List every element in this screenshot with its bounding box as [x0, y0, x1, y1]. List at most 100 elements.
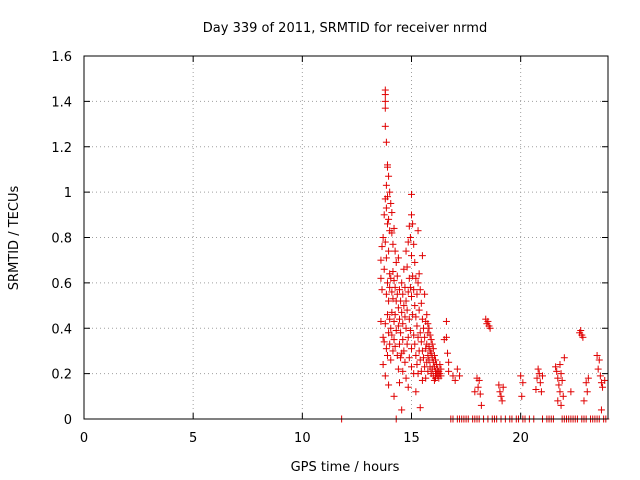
data-point	[393, 272, 401, 280]
data-point	[404, 383, 412, 391]
data-point	[392, 327, 400, 335]
x-tick-label: 0	[80, 431, 88, 446]
data-point	[495, 381, 503, 389]
data-point	[584, 374, 592, 382]
data-point	[380, 211, 388, 219]
data-point	[401, 358, 409, 366]
data-point	[593, 351, 601, 359]
data-point	[423, 311, 431, 319]
data-point	[557, 370, 565, 378]
data-point	[577, 327, 585, 335]
chart-title: Day 339 of 2011, SRMTID for receiver nrm…	[203, 21, 487, 36]
data-point	[404, 333, 412, 341]
data-point	[402, 297, 410, 305]
data-point	[477, 401, 485, 409]
data-point	[408, 292, 415, 300]
plot-frame	[83, 55, 609, 420]
data-point	[399, 290, 407, 298]
grid	[84, 56, 608, 419]
data-point	[385, 297, 393, 305]
data-point	[410, 331, 418, 339]
data-point	[395, 379, 403, 387]
data-point	[403, 306, 411, 314]
y-tick-label: 0.8	[51, 232, 72, 247]
data-point	[599, 383, 607, 391]
data-point	[381, 91, 389, 99]
data-point	[413, 322, 421, 330]
data-point	[394, 254, 402, 262]
data-point	[399, 320, 407, 328]
data-point	[390, 224, 398, 232]
y-tick-label: 1.6	[51, 50, 72, 65]
data-point	[456, 372, 464, 380]
data-point	[559, 392, 567, 400]
data-point	[445, 358, 453, 366]
data-point	[532, 386, 540, 394]
data-point	[425, 324, 433, 332]
data-point	[476, 390, 484, 398]
data-point	[429, 345, 437, 353]
data-point	[582, 379, 590, 387]
data-point	[421, 333, 429, 341]
data-point	[411, 340, 419, 348]
data-point	[411, 302, 419, 310]
data-point	[414, 333, 422, 341]
data-point	[399, 336, 407, 344]
y-tick-label: 0	[64, 413, 72, 428]
data-point	[404, 288, 412, 296]
data-point	[388, 288, 396, 296]
data-point	[408, 190, 415, 198]
data-point	[400, 302, 408, 310]
data-point	[474, 383, 482, 391]
data-point	[382, 181, 390, 189]
data-point	[406, 234, 414, 241]
data-point	[555, 381, 563, 389]
data-point	[390, 277, 398, 285]
data-point	[381, 97, 389, 105]
data-point	[553, 367, 561, 375]
data-point	[410, 286, 418, 294]
data-point	[383, 311, 391, 319]
data-point	[475, 376, 483, 384]
data-point	[383, 279, 391, 287]
data-point	[389, 268, 397, 276]
data-point	[382, 345, 390, 353]
data-point	[402, 324, 410, 332]
data-point	[380, 338, 388, 346]
data-point	[381, 320, 389, 328]
y-tick-label: 0.2	[51, 368, 72, 383]
data-point	[391, 283, 399, 291]
y-tick-label: 1.4	[51, 95, 72, 110]
data-point	[394, 365, 402, 373]
data-point	[517, 372, 525, 380]
data-point	[601, 376, 609, 384]
data-point	[385, 247, 393, 255]
data-point	[533, 374, 541, 382]
data-point	[583, 388, 591, 396]
data-point	[417, 338, 425, 346]
data-point	[437, 372, 445, 380]
data-point	[415, 270, 423, 278]
data-point	[499, 383, 507, 391]
data-point	[519, 379, 527, 387]
data-point	[442, 333, 450, 341]
data-point	[377, 317, 385, 325]
data-point	[496, 388, 504, 396]
data-point	[395, 340, 403, 348]
data-point	[385, 381, 393, 389]
data-points	[338, 86, 610, 423]
data-point	[398, 279, 406, 287]
data-point	[397, 354, 405, 362]
data-point	[381, 104, 389, 112]
data-point	[411, 258, 419, 266]
data-point	[554, 374, 562, 382]
data-point	[404, 238, 412, 246]
data-point	[377, 274, 385, 282]
y-tick-label: 1.2	[51, 141, 72, 156]
data-point	[395, 286, 403, 294]
data-point	[379, 361, 387, 369]
data-point	[386, 340, 394, 348]
data-point	[380, 265, 388, 273]
